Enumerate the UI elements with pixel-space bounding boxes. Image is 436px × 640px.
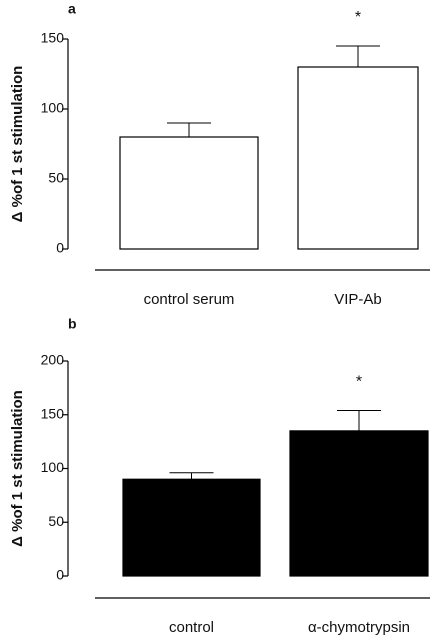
- y-tick-label: 0: [56, 240, 64, 256]
- x-tick-label: α-chymotrypsin: [308, 619, 410, 636]
- significance-mark: *: [356, 374, 362, 391]
- significance-mark: *: [355, 9, 361, 26]
- bar: [297, 66, 419, 250]
- y-tick-label: 50: [48, 513, 64, 529]
- y-tick-label: 150: [41, 30, 65, 46]
- bar: [119, 136, 259, 250]
- y-tick-label: 100: [41, 100, 65, 116]
- y-axis-label: Δ %of 1 st stimulation: [9, 390, 26, 547]
- y-tick-label: 150: [41, 405, 65, 421]
- y-axis-label: Δ %of 1 st stimulation: [9, 66, 26, 223]
- y-tick-label: 50: [48, 170, 64, 186]
- x-tick-label: control serum: [144, 291, 235, 308]
- bar: [289, 430, 429, 577]
- y-tick-label: 0: [56, 567, 64, 583]
- y-tick-label: 200: [41, 352, 65, 368]
- panel-label: a: [68, 1, 76, 17]
- y-tick-label: 100: [41, 459, 65, 475]
- x-tick-label: control: [169, 619, 214, 636]
- x-tick-label: VIP-Ab: [334, 291, 382, 308]
- bar: [122, 478, 261, 577]
- panel-label: b: [68, 316, 77, 332]
